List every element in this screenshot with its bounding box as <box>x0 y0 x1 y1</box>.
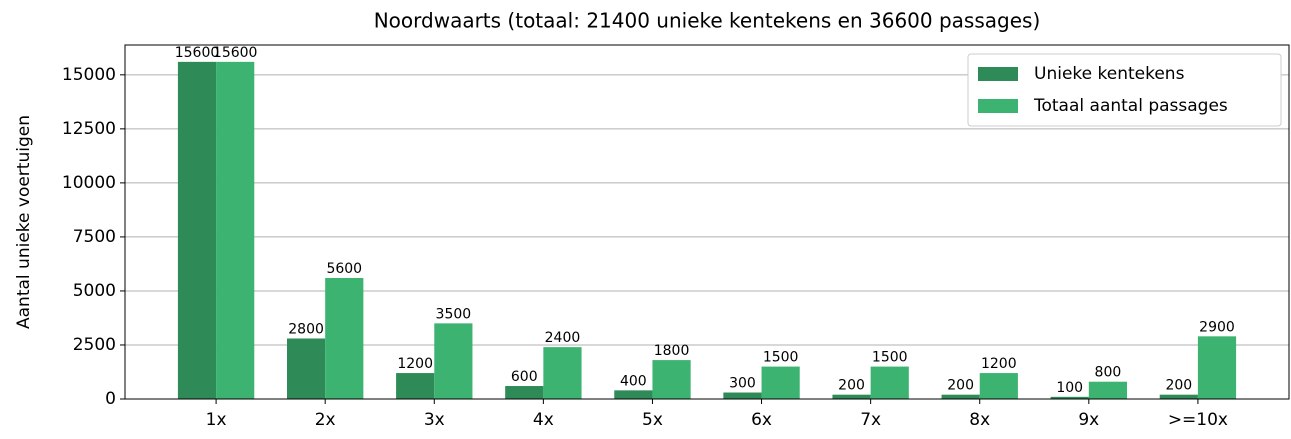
y-tick-label: 0 <box>105 389 116 409</box>
value-label: 1200 <box>397 356 433 372</box>
y-tick-label: 5000 <box>73 281 116 301</box>
bar <box>505 386 544 399</box>
y-tick-label: 12500 <box>62 119 116 139</box>
bar <box>979 373 1018 399</box>
bar <box>614 390 653 399</box>
x-tick-label: 5x <box>642 410 663 430</box>
chart-title: Noordwaarts (totaal: 21400 unieke kentek… <box>374 9 1041 33</box>
value-label: 600 <box>511 369 538 385</box>
value-label: 1500 <box>872 350 908 366</box>
legend-label: Unieke kentekens <box>1034 64 1185 84</box>
bar <box>652 360 691 399</box>
x-tick-label: >=10x <box>1168 410 1228 430</box>
x-tick-label: 9x <box>1078 410 1099 430</box>
value-label: 300 <box>729 376 756 392</box>
bar <box>1197 336 1237 399</box>
x-tick-label: 8x <box>969 410 990 430</box>
bar <box>177 61 217 399</box>
value-label: 200 <box>1165 378 1192 394</box>
x-tick-label: 6x <box>751 410 772 430</box>
bar <box>216 61 255 399</box>
bar <box>832 394 871 399</box>
value-label: 1200 <box>981 356 1017 372</box>
legend-label: Totaal aantal passages <box>1033 96 1228 116</box>
bar <box>761 366 800 399</box>
legend-box <box>967 53 1282 127</box>
bar <box>287 338 326 399</box>
bar <box>1050 396 1089 399</box>
value-label: 15600 <box>175 45 220 61</box>
bar <box>434 323 473 399</box>
value-label: 1800 <box>654 343 690 359</box>
bar <box>396 373 435 399</box>
value-label: 800 <box>1095 365 1122 381</box>
value-label: 3500 <box>436 306 472 322</box>
value-label: 200 <box>947 378 974 394</box>
value-label: 1500 <box>763 350 799 366</box>
plot-frame <box>124 44 1290 400</box>
x-tick-label: 4x <box>533 410 554 430</box>
value-label: 200 <box>838 378 865 394</box>
bar <box>325 277 364 399</box>
value-label: 100 <box>1056 380 1083 396</box>
y-tick-label: 15000 <box>62 65 116 85</box>
legend-swatch <box>978 67 1018 81</box>
bar <box>870 366 909 399</box>
value-label: 2900 <box>1199 319 1235 335</box>
x-tick-label: 2x <box>315 410 336 430</box>
bar <box>723 392 762 399</box>
y-axis-label: Aantal unieke voertuigen <box>14 115 34 329</box>
value-label: 2400 <box>545 330 581 346</box>
value-label: 400 <box>620 373 647 389</box>
value-label: 15600 <box>213 45 258 61</box>
bar <box>1088 381 1127 399</box>
bar <box>941 394 980 399</box>
y-tick-label: 10000 <box>62 173 116 193</box>
value-label: 5600 <box>326 261 362 277</box>
legend-swatch <box>978 99 1018 113</box>
y-tick-label: 7500 <box>73 227 116 247</box>
bar <box>1159 394 1198 399</box>
y-tick-label: 2500 <box>73 335 116 355</box>
x-tick-label: 1x <box>206 410 227 430</box>
bar <box>543 347 582 399</box>
value-label: 2800 <box>288 321 324 337</box>
x-tick-label: 7x <box>860 410 881 430</box>
x-tick-label: 3x <box>424 410 445 430</box>
